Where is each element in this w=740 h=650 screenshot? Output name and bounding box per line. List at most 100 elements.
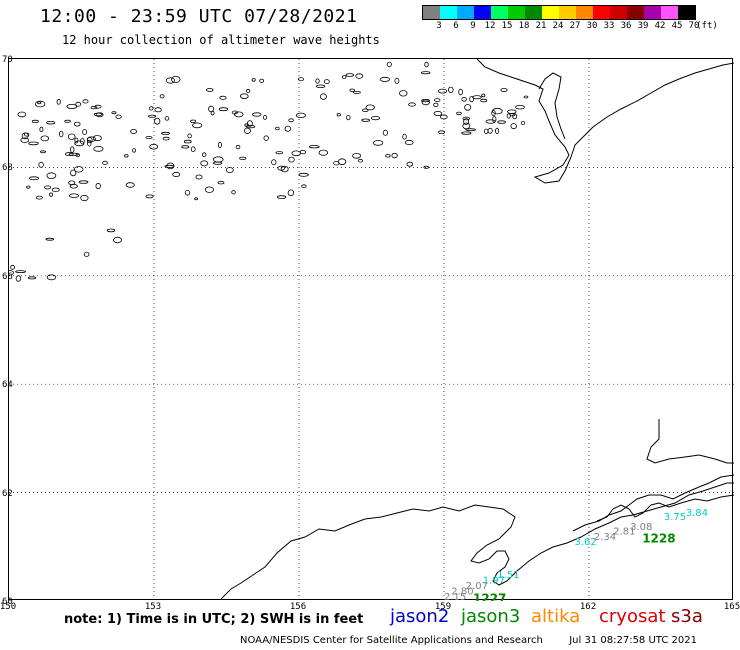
lake-contour (456, 111, 462, 116)
lake-contour (301, 184, 307, 188)
lake-contour (38, 161, 44, 168)
color-swatch-42 (644, 6, 661, 19)
lake-contour (420, 71, 431, 75)
lake-contour (162, 136, 170, 141)
lake-contour (319, 93, 327, 100)
lake-contour (192, 122, 203, 129)
color-scale-label: 6 (453, 21, 459, 31)
lake-contour (276, 195, 287, 199)
lake-contour (352, 153, 362, 159)
legend-jason2: jason2 (390, 606, 450, 627)
lake-contour (70, 146, 75, 153)
lake-contour (201, 152, 207, 157)
lake-contour (170, 75, 181, 83)
wave-height-value: 3.62 (575, 537, 597, 548)
color-swatch-45 (661, 6, 678, 19)
lake-contour (93, 146, 104, 152)
wave-height-value: 1.97 (483, 576, 505, 587)
lake-contour (83, 251, 90, 257)
lake-contour (271, 159, 277, 166)
lake-contour (74, 137, 79, 144)
lake-contour (195, 174, 203, 180)
color-scale-label: 70 (688, 21, 700, 31)
lake-contour (10, 264, 15, 270)
lake-contour (49, 192, 53, 197)
lake-contour (515, 105, 525, 110)
map-canvas: 2.152.802.071.971.51 3.622.342.813.08 3.75… (4, 58, 735, 606)
lake-contour (492, 107, 503, 115)
longitude-label: 153 (144, 602, 162, 612)
lake-contour (82, 99, 89, 104)
lake-contour (15, 270, 27, 274)
lake-contour (200, 160, 209, 167)
lake-contour (500, 88, 508, 93)
footer-credit-text: NOAA/NESDIS Center for Satellite Applica… (240, 635, 543, 646)
color-scale-unit: (ft) (696, 21, 718, 31)
wave-height-value: 2.34 (594, 532, 616, 543)
coastline-river (538, 72, 566, 140)
lake-contour (154, 107, 162, 113)
lake-contour (75, 101, 82, 107)
lake-contour (166, 162, 175, 170)
lake-contour (461, 96, 467, 102)
lake-contour (379, 76, 390, 82)
lake-contour (102, 160, 108, 166)
lake-contour (421, 99, 430, 106)
lake-contour (92, 135, 102, 142)
lake-contour (355, 73, 364, 79)
lake-contour (56, 98, 61, 105)
lake-contour (46, 121, 56, 125)
lake-contour (194, 197, 199, 201)
lake-contour (469, 95, 474, 103)
color-scale-label: 15 (501, 21, 513, 31)
lake-contour (472, 95, 482, 100)
lake-contour (17, 111, 27, 118)
satellite-pass-number: 1228 (642, 532, 675, 546)
lake-contour (484, 128, 489, 134)
note-text: note: 1) Time is in UTC; 2) SWH is in fe… (64, 612, 364, 627)
lake-contour (295, 112, 306, 119)
color-swatch-21 (525, 6, 542, 19)
lake-contour (315, 78, 320, 84)
lake-contour (44, 185, 52, 190)
lake-contour (183, 139, 192, 144)
lake-contour (465, 128, 476, 132)
lake-contour (424, 61, 429, 68)
lake-contour (206, 87, 214, 92)
lake-contour (491, 110, 496, 117)
wave-height-value: 3.84 (686, 508, 708, 519)
lake-contour (149, 143, 159, 150)
legend-s3a: s3a (671, 606, 703, 627)
color-swatch-27 (559, 6, 576, 19)
lake-contour (145, 194, 154, 199)
color-swatch-39 (627, 6, 644, 19)
lake-contour (481, 93, 486, 98)
lake-contour (95, 182, 101, 190)
lake-contour (341, 75, 347, 79)
lake-contour (287, 189, 295, 197)
color-scale-label: 12 (484, 21, 496, 31)
color-swatch-33 (593, 6, 610, 19)
lake-contour (111, 111, 117, 115)
lake-contour (217, 181, 225, 185)
wave-height-value: 2.80 (451, 587, 473, 598)
lake-contour (80, 194, 89, 202)
color-scale-label: 45 (671, 21, 683, 31)
color-swatch-36 (610, 6, 627, 19)
lake-contour (208, 105, 215, 113)
lake-contour (462, 122, 471, 130)
lake-contour (408, 102, 416, 107)
lake-contour (70, 169, 77, 177)
lake-contour (78, 180, 89, 184)
lake-contour (458, 88, 463, 96)
lake-contour (485, 119, 496, 124)
coastline-mid-bay (596, 494, 735, 522)
lake-contour (217, 141, 222, 148)
map-title: 12:00 - 23:59 UTC 07/28/2021 (40, 6, 358, 27)
lake-contour (46, 172, 57, 179)
lake-contour (204, 186, 214, 193)
lake-contour (164, 116, 170, 121)
latitude-label: 66 (2, 271, 13, 282)
lake-contour (106, 228, 116, 233)
lake-contour (46, 274, 57, 281)
